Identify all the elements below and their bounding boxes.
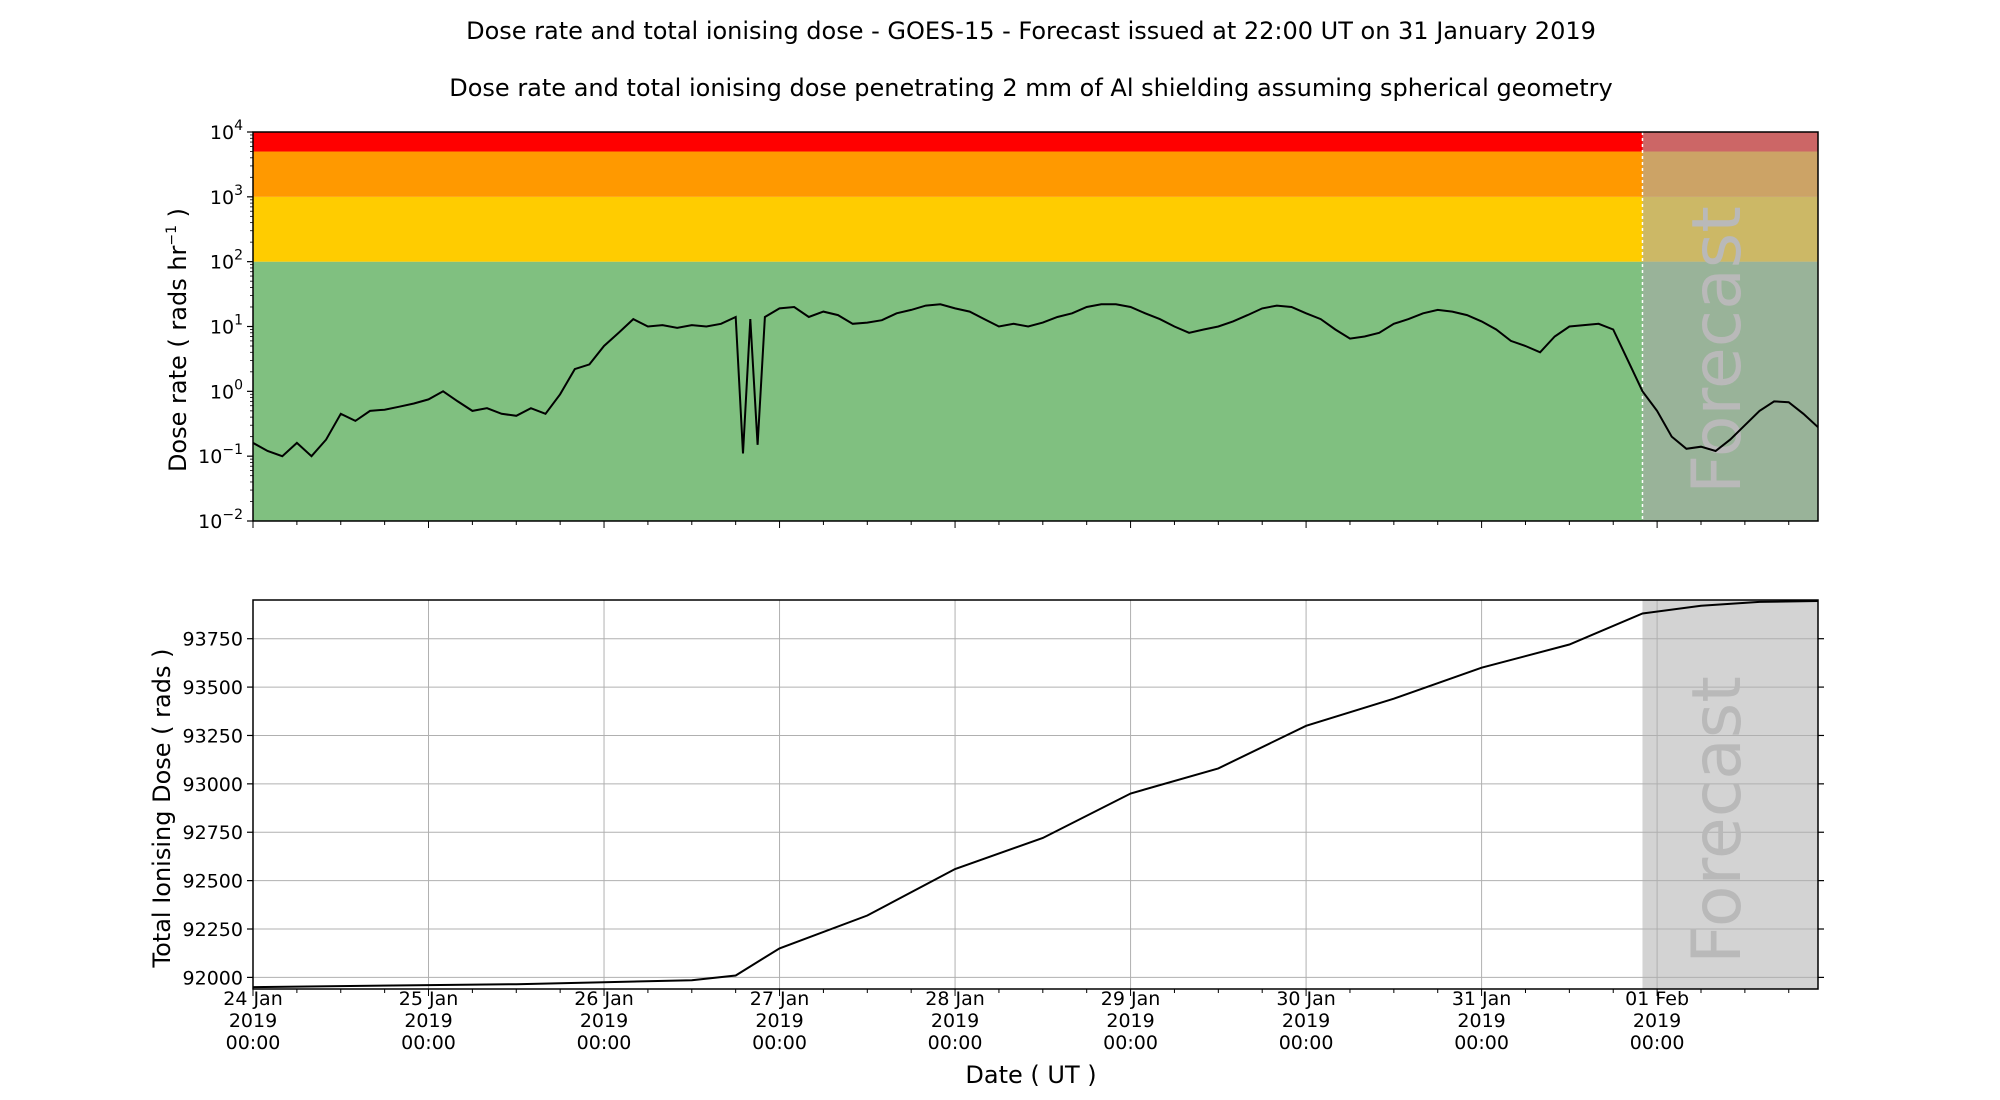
x-tick-label-year: 2019 [1457, 1010, 1505, 1032]
total-dose-panel: Forecast 9200092250925009275093000932509… [148, 599, 1824, 1054]
x-tick-label-date: 31 Jan [1452, 988, 1512, 1010]
chart-subtitle: Dose rate and total ionising dose penetr… [449, 74, 1613, 102]
y-tick-label: 92500 [183, 871, 243, 893]
x-tick-label-year: 2019 [580, 1010, 628, 1032]
band-orange [253, 151, 1818, 197]
forecast-label-bottom: Forecast [1678, 676, 1757, 964]
dose-rate-panel: Forecast 10−2 10−1 100 101 102 103 104 Dose ra… [164, 118, 1819, 533]
x-tick-label-date: 29 Jan [1101, 988, 1161, 1010]
x-tick-label-time: 00:00 [226, 1032, 281, 1054]
x-tick-label-date: 28 Jan [925, 988, 985, 1010]
x-tick-label-date: 30 Jan [1276, 988, 1336, 1010]
chart-title: Dose rate and total ionising dose - GOES… [466, 17, 1596, 45]
x-tick-label-date: 24 Jan [223, 988, 283, 1010]
y-tick-label: 10−1 [198, 442, 243, 468]
x-tick-label-year: 2019 [755, 1010, 803, 1032]
dose-rate-series [252, 303, 1819, 458]
x-tick-label-time: 00:00 [1279, 1032, 1334, 1054]
x-axis-label: Date ( UT ) [965, 1061, 1096, 1089]
band-yellow [253, 196, 1818, 262]
y-tick-label: 93750 [183, 629, 243, 651]
x-tick-label-time: 00:00 [1630, 1032, 1685, 1054]
dose-rate-y-axis-label: Dose rate ( rads hr−1 ) [164, 208, 192, 472]
risk-bands [253, 132, 1818, 521]
dose-rate-y-ticks: 10−2 10−1 100 101 102 103 104 [198, 118, 253, 533]
y-tick-label: 92750 [183, 822, 243, 844]
x-tick-label-date: 01 Feb [1625, 988, 1689, 1010]
y-tick-label: 93500 [183, 677, 243, 699]
y-tick-label: 104 [210, 118, 243, 144]
x-tick-label-time: 00:00 [577, 1032, 632, 1054]
y-tick-label: 103 [210, 183, 243, 209]
x-tick-label-date: 25 Jan [399, 988, 459, 1010]
x-tick-label-date: 27 Jan [750, 988, 810, 1010]
x-tick-label-year: 2019 [404, 1010, 452, 1032]
x-tick-label-time: 00:00 [928, 1032, 983, 1054]
x-tick-label-time: 00:00 [1454, 1032, 1509, 1054]
band-red [253, 132, 1818, 152]
y-tick-label: 101 [210, 313, 243, 339]
y-tick-label: 100 [210, 377, 243, 403]
total-dose-grid [252, 600, 1818, 989]
x-tick-label-date: 26 Jan [574, 988, 634, 1010]
y-tick-label: 10−2 [198, 507, 243, 533]
total-dose-y-axis-label: Total Ionising Dose ( rads ) [148, 649, 176, 969]
x-tick-label-time: 00:00 [401, 1032, 456, 1054]
x-tick-label-year: 2019 [1106, 1010, 1154, 1032]
dose-rate-x-ticks [252, 521, 1790, 528]
forecast-label: Forecast [1678, 206, 1757, 494]
band-green [253, 261, 1818, 521]
x-tick-label-time: 00:00 [752, 1032, 807, 1054]
x-tick-label-time: 00:00 [1103, 1032, 1158, 1054]
x-tick-label-year: 2019 [1633, 1010, 1681, 1032]
x-tick-label-year: 2019 [1282, 1010, 1330, 1032]
y-tick-label: 92250 [183, 919, 243, 941]
y-tick-label: 93250 [183, 725, 243, 747]
total-dose-series [252, 600, 1819, 989]
x-tick-label-year: 2019 [229, 1010, 277, 1032]
total-dose-y-ticks: 92000 92250 92500 92750 93000 93250 93500 93750 [183, 629, 1824, 989]
y-tick-label: 102 [210, 248, 243, 274]
y-tick-label: 92000 [183, 967, 243, 989]
forecast-background [1642, 600, 1818, 989]
x-tick-label-year: 2019 [931, 1010, 979, 1032]
y-tick-label: 93000 [183, 774, 243, 796]
total-dose-axes-frame [252, 599, 1819, 990]
forecast-overlay [1642, 132, 1818, 521]
